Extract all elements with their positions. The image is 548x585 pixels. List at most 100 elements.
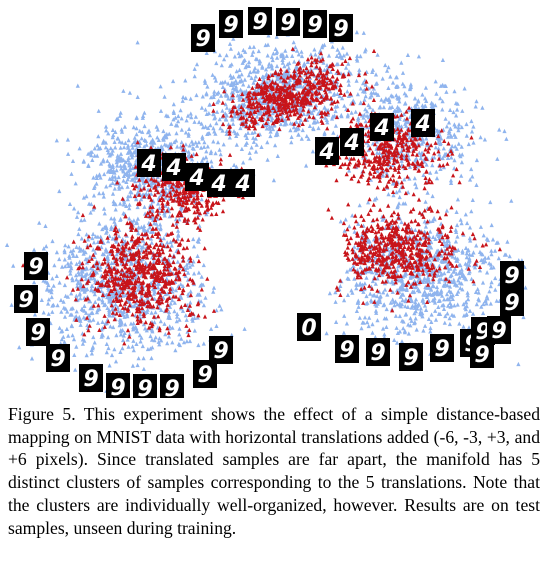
digit-thumbnail: 9	[191, 24, 215, 52]
thumbnail-digit: 9	[18, 288, 33, 313]
thumbnail-background	[193, 360, 217, 388]
thumbnail-digit: 9	[50, 347, 65, 372]
thumbnail-background	[137, 149, 161, 177]
digit-thumbnail: 9	[335, 335, 359, 363]
thumbnail-digit: 4	[140, 152, 156, 177]
digit-thumbnail: 9	[276, 8, 300, 36]
thumbnail-digit: 9	[30, 321, 45, 346]
digit-thumbnail: 9	[46, 344, 70, 372]
digit-thumbnail: 9	[430, 334, 454, 362]
thumbnail-digit: 4	[165, 156, 181, 181]
digit-thumbnail: 9	[26, 318, 50, 346]
digit-thumbnail: 4	[185, 163, 209, 191]
thumbnail-digit: 9	[434, 337, 449, 362]
thumbnail-background	[185, 163, 209, 191]
thumbnail-background	[219, 10, 243, 38]
thumbnail-background	[487, 316, 511, 344]
thumbnail-digit: 9	[137, 377, 152, 398]
digit-thumbnail: 9	[133, 374, 157, 398]
thumbnail-background	[248, 7, 272, 35]
thumbnail-digit: 9	[370, 341, 385, 366]
thumbnail-background	[14, 285, 38, 313]
thumbnail-background	[315, 137, 339, 165]
thumbnail-digit: 9	[197, 363, 212, 388]
thumbnail-digit: 9	[307, 13, 322, 38]
thumbnail-digit: 9	[110, 376, 125, 398]
thumbnail-background	[133, 374, 157, 398]
digit-thumbnail: 9	[329, 14, 353, 42]
digit-thumbnail: 4	[370, 113, 394, 141]
thumbnail-background	[162, 153, 186, 181]
thumbnail-background	[329, 14, 353, 42]
thumbnail-digit: 9	[213, 339, 228, 364]
digit-thumbnail: 9	[79, 364, 103, 392]
thumbnail-digit: 9	[403, 346, 418, 371]
thumbnail-digit: 9	[164, 377, 179, 398]
digit-thumbnail: 9	[106, 373, 130, 398]
thumbnail-digit: 4	[318, 140, 334, 165]
thumbnail-background	[276, 8, 300, 36]
scatter-figure: 999999444444444999999999909999999999	[5, 7, 528, 398]
thumbnail-background	[297, 313, 321, 341]
thumbnail-digit: 4	[373, 116, 389, 141]
thumbnail-digit: 9	[280, 11, 295, 36]
digit-thumbnail: 9	[219, 10, 243, 38]
thumbnail-digit: 9	[28, 255, 43, 280]
thumbnail-background	[79, 364, 103, 392]
digit-thumbnail: 9	[366, 338, 390, 366]
thumbnail-digit: 4	[188, 166, 204, 191]
thumbnail-digit: 9	[475, 320, 490, 345]
digit-thumbnail: 9	[500, 261, 524, 289]
digit-thumbnail: 9	[160, 374, 184, 398]
thumbnail-background	[209, 336, 233, 364]
thumbnail-background	[24, 252, 48, 280]
figure-caption: Figure 5. This experiment shows the effe…	[8, 404, 540, 538]
thumbnail-digit: 4	[234, 172, 250, 197]
digit-thumbnail: 9	[209, 336, 233, 364]
thumbnail-background	[399, 343, 423, 371]
digit-thumbnail: 4	[162, 153, 186, 181]
thumbnail-background	[207, 169, 231, 197]
thumbnail-digit: 9	[252, 10, 267, 35]
digit-thumbnail: 9	[303, 10, 327, 38]
thumbnail-digit: 9	[491, 319, 506, 344]
thumbnail-background	[340, 128, 364, 156]
thumbnail-background	[500, 288, 524, 316]
digit-thumbnail: 9	[487, 316, 511, 344]
digit-thumbnail: 4	[231, 169, 255, 197]
thumbnail-digit: 9	[504, 264, 519, 289]
thumbnail-digit: 9	[339, 338, 354, 363]
digit-thumbnail: 9	[14, 285, 38, 313]
thumbnail-digit: 4	[210, 172, 226, 197]
thumbnail-digit: 9	[195, 27, 210, 52]
thumbnail-digit: 4	[343, 131, 359, 156]
thumbnail-digit: 0	[301, 316, 316, 341]
thumbnail-background	[303, 10, 327, 38]
thumbnail-background	[411, 109, 435, 137]
digit-thumbnail: 9	[500, 288, 524, 316]
thumbnail-background	[46, 344, 70, 372]
thumbnail-digit: 9	[83, 367, 98, 392]
digit-thumbnail: 0	[297, 313, 321, 341]
digit-thumbnail: 4	[137, 149, 161, 177]
thumbnail-background	[160, 374, 184, 398]
thumbnail-digit: 4	[414, 112, 430, 137]
digit-thumbnail: 4	[315, 137, 339, 165]
thumbnail-digit: 9	[333, 17, 348, 42]
digit-thumbnail: 4	[340, 128, 364, 156]
digit-thumbnail: 9	[248, 7, 272, 35]
digit-thumbnail: 4	[411, 109, 435, 137]
thumbnail-background	[191, 24, 215, 52]
thumbnail-background	[26, 318, 50, 346]
thumbnail-background	[335, 335, 359, 363]
thumbnail-background	[470, 340, 494, 368]
thumbnail-digit: 9	[474, 343, 489, 368]
digit-thumbnail: 9	[470, 340, 494, 368]
digit-thumbnail: 9	[24, 252, 48, 280]
thumbnail-background	[231, 169, 255, 197]
thumbnail-background	[500, 261, 524, 289]
thumbnail-digit: 9	[223, 13, 238, 38]
thumbnail-background	[366, 338, 390, 366]
digit-thumbnail: 9	[193, 360, 217, 388]
thumbnail-digit: 9	[504, 291, 519, 316]
